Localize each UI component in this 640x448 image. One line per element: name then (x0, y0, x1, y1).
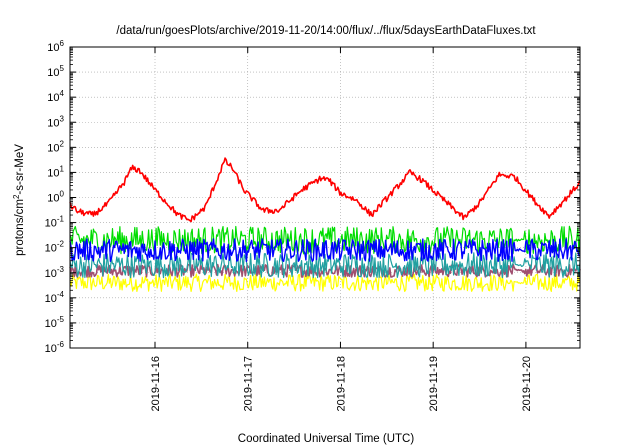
y-axis-title-sup: 2 (12, 194, 21, 199)
y-tick-base: 10 (47, 67, 59, 79)
y-tick-label: 10-5 (45, 315, 65, 330)
y-tick-labels: 10-610-510-410-310-210-11001011021031041… (45, 39, 65, 355)
series-group (69, 157, 581, 292)
y-tick-base: 10 (47, 142, 59, 154)
y-tick-base: 10 (45, 293, 57, 305)
y-tick-base: 10 (47, 42, 59, 54)
y-tick-exponent: -2 (57, 240, 65, 249)
x-tick-label: 2019-11-20 (521, 356, 533, 411)
y-tick-label: 10-3 (45, 265, 65, 280)
y-tick-exponent: 6 (60, 39, 65, 48)
y-tick-exponent: -1 (57, 215, 65, 224)
y-tick-label: 105 (47, 64, 64, 79)
y-tick-exponent: -6 (57, 340, 65, 349)
y-tick-label: 10-2 (45, 240, 65, 255)
y-axis-title: protons/cm2-s-sr-MeV (12, 144, 27, 256)
y-tick-exponent: 0 (60, 190, 65, 199)
y-tick-label: 103 (47, 114, 64, 129)
y-axis-title-rest: -s-sr-MeV (14, 144, 26, 195)
x-tick-label: 2019-11-18 (335, 356, 347, 411)
y-tick-exponent: 4 (60, 89, 65, 98)
y-tick-exponent: 1 (60, 164, 65, 173)
y-tick-label: 102 (47, 139, 64, 154)
y-tick-exponent: -3 (57, 265, 65, 274)
x-tick-labels: 2019-11-16 2019-11-17 2019-11-18 2019-11-19… (150, 356, 533, 411)
y-tick-base: 10 (47, 167, 59, 179)
chart-title: /data/run/goesPlots/archive/2019-11-20/1… (116, 25, 536, 37)
x-tick-label: 2019-11-19 (428, 356, 440, 411)
grid-lines (70, 47, 580, 348)
y-tick-base: 10 (45, 218, 57, 230)
x-axis-title: Coordinated Universal Time (UTC) (238, 433, 415, 445)
y-tick-exponent: 5 (60, 64, 65, 73)
y-tick-label: 10-6 (45, 340, 65, 355)
series-line-3 (69, 225, 581, 255)
y-tick-exponent: 3 (60, 114, 65, 123)
y-tick-base: 10 (47, 117, 59, 129)
y-tick-exponent: -4 (57, 290, 65, 299)
y-tick-label: 101 (47, 164, 64, 179)
y-tick-label: 10-4 (45, 290, 65, 305)
y-tick-exponent: -5 (57, 315, 65, 324)
y-tick-base: 10 (47, 92, 59, 104)
y-tick-label: 106 (47, 39, 64, 54)
tick-marks (70, 46, 580, 349)
y-tick-base: 10 (45, 243, 57, 255)
y-axis-title-base: protons/cm (14, 199, 26, 256)
y-tick-label: 100 (47, 190, 64, 205)
y-tick-label: 104 (47, 89, 64, 104)
x-tick-label: 2019-11-17 (243, 356, 255, 411)
x-tick-label: 2019-11-16 (150, 356, 162, 411)
series-line-5 (69, 157, 581, 223)
y-tick-base: 10 (45, 268, 57, 280)
series-line-0 (69, 273, 581, 292)
y-tick-label: 10-1 (45, 215, 65, 230)
y-tick-base: 10 (45, 318, 57, 330)
y-tick-base: 10 (47, 193, 59, 205)
y-tick-exponent: 2 (60, 139, 65, 148)
y-tick-base: 10 (45, 343, 57, 355)
series-line-4 (69, 238, 581, 263)
